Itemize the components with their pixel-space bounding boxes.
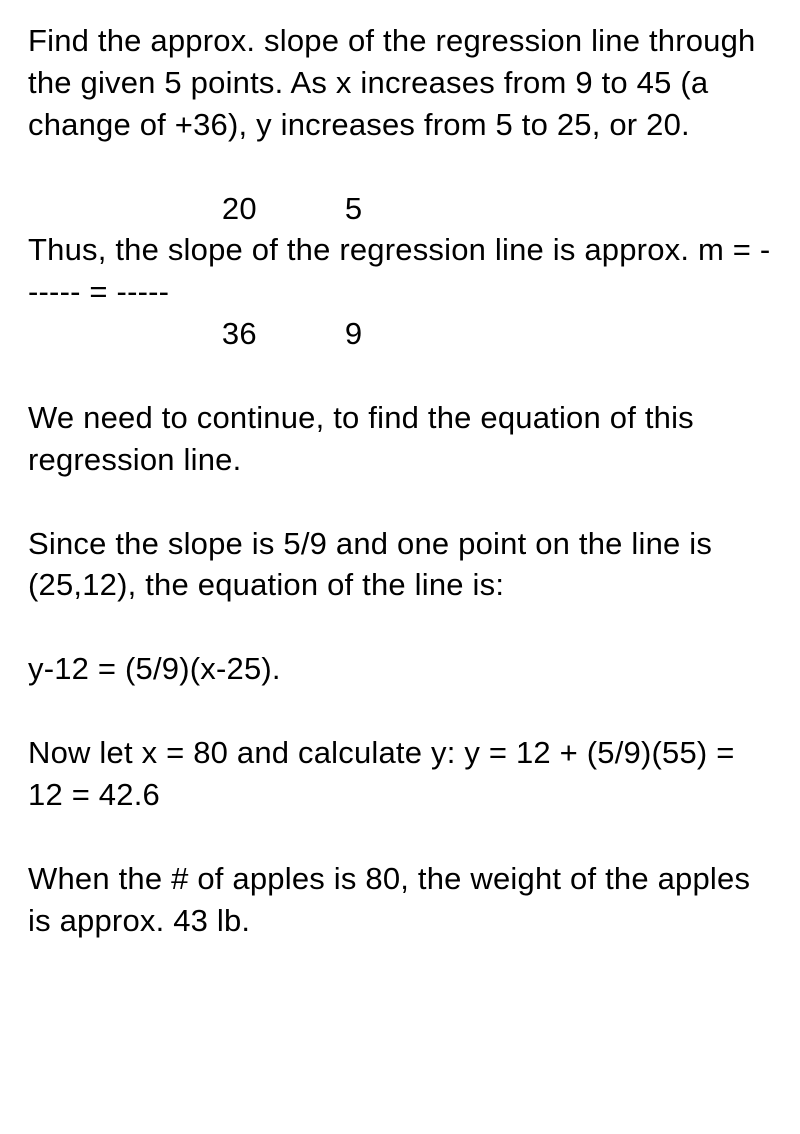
paragraph-equation: y-12 = (5/9)(x-25). (28, 648, 772, 690)
fraction-numerator-row: 20 5 (28, 191, 362, 226)
paragraph-continue: We need to continue, to find the equatio… (28, 397, 772, 481)
fraction-middle-text: Thus, the slope of the regression line i… (28, 229, 772, 313)
fraction-denominator-row: 36 9 (28, 316, 362, 351)
paragraph-slope-point: Since the slope is 5/9 and one point on … (28, 523, 772, 607)
fraction-slope-block: 20 5 Thus, the slope of the regression l… (28, 188, 772, 355)
paragraph-intro: Find the approx. slope of the regression… (28, 20, 772, 146)
paragraph-conclusion: When the # of apples is 80, the weight o… (28, 858, 772, 942)
paragraph-calculation: Now let x = 80 and calculate y: y = 12 +… (28, 732, 772, 816)
